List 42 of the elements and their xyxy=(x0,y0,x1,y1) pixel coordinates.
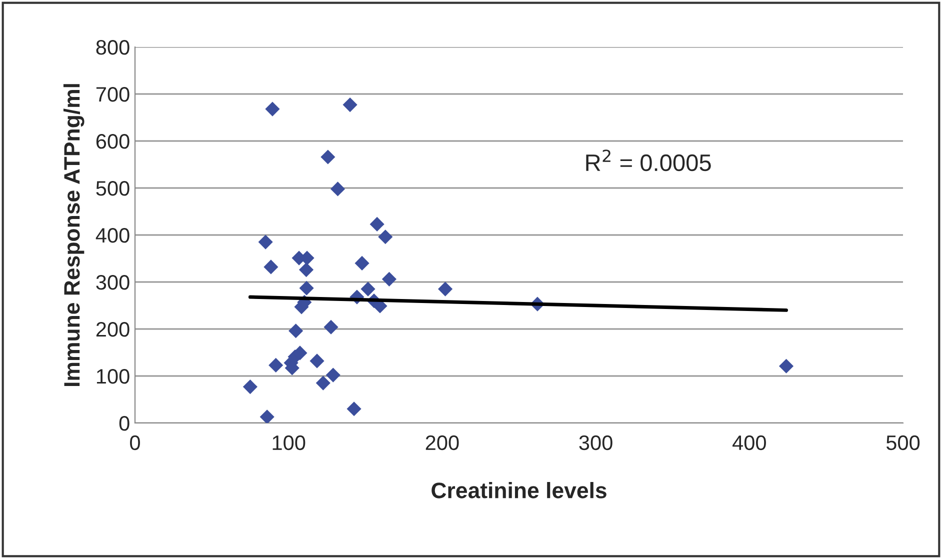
point xyxy=(326,368,340,382)
y-tick-label: 500 xyxy=(96,181,130,196)
point xyxy=(260,410,274,423)
point xyxy=(324,320,338,334)
x-tick-label: 200 xyxy=(426,435,459,450)
y-tick-label: 100 xyxy=(96,369,130,384)
x-tick-label: 0 xyxy=(130,435,140,450)
point xyxy=(264,260,278,274)
point xyxy=(265,102,280,116)
y-tick-label: 800 xyxy=(96,40,130,55)
point xyxy=(370,216,384,232)
point xyxy=(299,280,314,296)
point xyxy=(330,182,346,196)
point xyxy=(438,282,453,296)
point xyxy=(258,234,273,250)
point xyxy=(342,98,358,112)
x-axis-title: Creatinine levels xyxy=(432,482,606,498)
point xyxy=(316,376,330,390)
y-tick-label: 300 xyxy=(96,275,130,290)
x-tick-label: 300 xyxy=(579,435,612,450)
annotation: R$^{2}$ = 0.0005 xyxy=(586,150,711,172)
point xyxy=(382,272,396,286)
y-tick-label: 600 xyxy=(96,134,130,149)
point xyxy=(268,358,284,372)
y-tick-label: 400 xyxy=(96,228,130,243)
point xyxy=(354,256,370,270)
point xyxy=(378,230,393,244)
x-tick-label: 500 xyxy=(886,435,920,450)
point xyxy=(320,150,336,164)
x-tick-label: 100 xyxy=(272,435,306,450)
point xyxy=(346,402,362,416)
point xyxy=(778,358,794,374)
y-tick-label: 0 xyxy=(119,416,130,431)
point xyxy=(310,354,324,368)
point xyxy=(288,324,304,338)
x-tick-label: 400 xyxy=(732,435,766,450)
point xyxy=(360,282,376,296)
y-axis-title: Immune Response ATPng/ml xyxy=(63,84,84,386)
point xyxy=(242,380,258,394)
point xyxy=(298,262,314,278)
y-tick-label: 200 xyxy=(96,322,130,337)
y-tick-label: 700 xyxy=(96,87,130,102)
